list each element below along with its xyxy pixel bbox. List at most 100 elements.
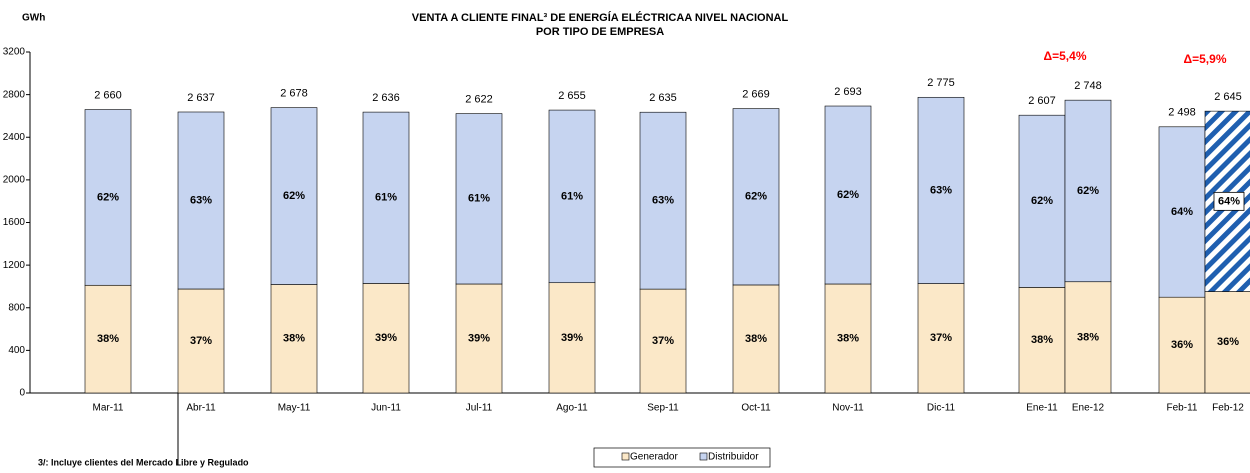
bar-segment <box>270 107 318 285</box>
annotation: Δ=5,9% <box>1184 52 1227 66</box>
total-label: 2 636 <box>372 92 400 104</box>
bar-segment <box>824 283 872 394</box>
data-label: 38% <box>837 332 859 344</box>
legend-label: Distribuidor <box>708 452 759 463</box>
data-label: 64% <box>1171 206 1193 218</box>
data-label: 38% <box>1031 334 1053 346</box>
y-axis-label: GWh <box>22 13 45 24</box>
data-label: 63% <box>652 195 674 207</box>
total-label: 2 498 <box>1168 107 1196 119</box>
data-label: 61% <box>468 193 490 205</box>
x-tick-label: May-11 <box>278 403 311 414</box>
bar-segment <box>1064 281 1112 394</box>
y-tick-label: 800 <box>8 302 25 313</box>
bar-segment <box>1158 296 1206 394</box>
total-label: 2 693 <box>834 86 862 98</box>
x-tick-label: Sep-11 <box>647 403 679 414</box>
legend-swatch <box>621 452 630 461</box>
total-label: 2 669 <box>742 88 770 100</box>
bar-segment <box>917 96 965 284</box>
data-label: 37% <box>930 332 952 344</box>
data-label: 38% <box>1077 331 1099 343</box>
total-label: 2 637 <box>187 92 215 104</box>
data-label: 36% <box>1171 339 1193 351</box>
data-label: 37% <box>190 335 212 347</box>
bar-segment <box>917 283 965 394</box>
data-label: 38% <box>97 333 119 345</box>
x-tick-label: Ene-11 <box>1026 403 1058 414</box>
annotation: Δ=5,4% <box>1044 49 1087 63</box>
data-label: 62% <box>745 191 767 203</box>
y-tick-label: 1200 <box>3 260 26 271</box>
y-tick-label: 3200 <box>3 47 26 58</box>
bar-segment <box>84 109 132 286</box>
legend-swatch <box>699 452 708 461</box>
x-tick-label: Abr-11 <box>186 403 216 414</box>
y-tick-label: 0 <box>19 388 25 399</box>
bar-segment <box>732 108 780 286</box>
total-label: 2 660 <box>94 89 122 101</box>
bar-segment <box>548 109 596 284</box>
total-label: 2 775 <box>927 77 955 89</box>
footnote: 3/: Incluye clientes del Mercado Libre y… <box>38 457 249 467</box>
bar-segment <box>548 282 596 394</box>
total-label: 2 622 <box>465 93 493 105</box>
bar-segment <box>1018 287 1066 394</box>
bar-segment <box>177 288 225 394</box>
data-label: 36% <box>1217 336 1239 348</box>
x-tick-label: Jun-11 <box>371 403 401 414</box>
bar-segment <box>1204 291 1250 394</box>
label-box <box>1213 191 1245 211</box>
bar-segment <box>362 111 410 284</box>
total-label: 2 607 <box>1028 95 1056 107</box>
x-tick-label: Jul-11 <box>466 403 493 414</box>
total-label: 2 748 <box>1074 80 1102 92</box>
bar-segment <box>455 283 503 394</box>
bar-segment <box>639 111 687 290</box>
bar-segment <box>177 111 225 290</box>
y-tick-label: 1600 <box>3 217 26 228</box>
data-label: 63% <box>930 184 952 196</box>
bar-segment <box>1064 99 1112 283</box>
x-tick-label: Feb-12 <box>1212 403 1244 414</box>
data-label: 62% <box>1077 185 1099 197</box>
legend <box>593 447 771 468</box>
data-label: 39% <box>375 332 397 344</box>
bar-segment <box>824 105 872 285</box>
x-tick-label: Mar-11 <box>93 403 124 414</box>
x-tick-label: Ene-12 <box>1072 403 1105 414</box>
data-label: 38% <box>283 333 305 345</box>
data-label: 39% <box>468 332 490 344</box>
data-label: 61% <box>375 192 397 204</box>
bar-segment <box>1158 126 1206 298</box>
total-label: 2 645 <box>1214 91 1242 103</box>
x-tick-label: Ago-11 <box>556 403 588 414</box>
data-label: 39% <box>561 332 583 344</box>
data-label: 37% <box>652 335 674 347</box>
legend-label: Generador <box>630 452 678 463</box>
x-tick-label: Nov-11 <box>832 403 864 414</box>
data-label: 62% <box>283 190 305 202</box>
x-tick-label: Feb-11 <box>1167 403 1198 414</box>
bar-segment <box>84 284 132 394</box>
data-label: 62% <box>97 191 119 203</box>
total-label: 2 655 <box>558 90 586 102</box>
data-label: 62% <box>1031 195 1053 207</box>
y-tick-label: 2400 <box>3 132 26 143</box>
y-tick-label: 2800 <box>3 89 26 100</box>
bar-segment <box>270 284 318 394</box>
x-tick-label: Dic-11 <box>927 403 956 414</box>
data-label: 64% <box>1218 195 1240 207</box>
chart-subtitle: POR TIPO DE EMPRESA <box>536 26 664 38</box>
total-label: 2 635 <box>649 92 677 104</box>
bar-segment <box>455 113 503 285</box>
y-tick-label: 2000 <box>3 175 26 186</box>
chart-title: VENTA A CLIENTE FINAL³ DE ENERGÍA ELÉCTR… <box>412 11 789 24</box>
total-label: 2 678 <box>280 88 308 100</box>
data-label: 38% <box>745 333 767 345</box>
x-tick-label: Oct-11 <box>741 403 771 414</box>
data-label: 63% <box>190 194 212 206</box>
data-label: 62% <box>837 189 859 201</box>
bar-segment <box>639 288 687 394</box>
